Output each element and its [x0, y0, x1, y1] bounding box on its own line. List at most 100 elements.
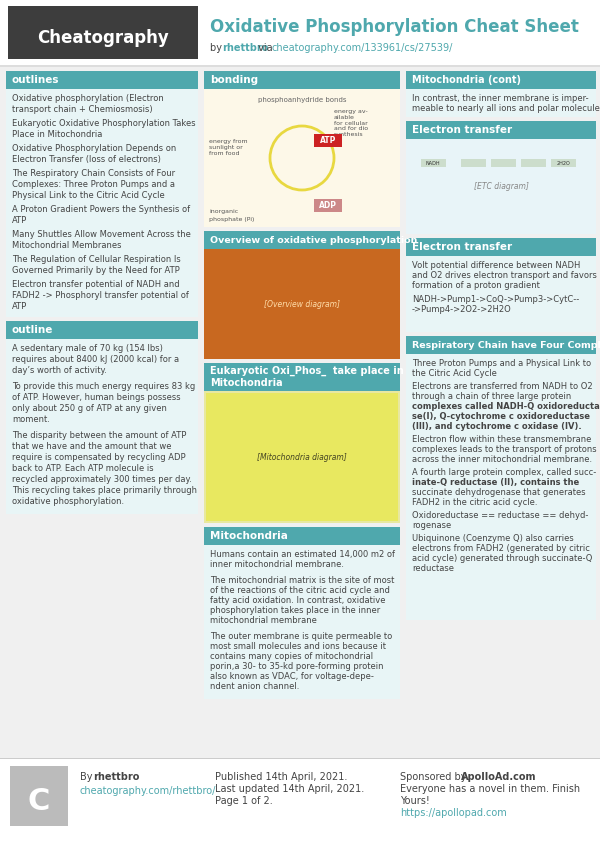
Text: require is compensated by recycling ADP: require is compensated by recycling ADP	[12, 453, 185, 462]
Bar	[10, 766, 68, 826]
Bar	[551, 159, 576, 167]
Text: Page 1 of 2.: Page 1 of 2.	[215, 796, 273, 806]
Text: Mitochondria: Mitochondria	[210, 531, 288, 541]
Text: mitochondrial membrane: mitochondrial membrane	[210, 616, 317, 625]
Text: porin,a 30- to 35-kd pore-forming protein: porin,a 30- to 35-kd pore-forming protei…	[210, 662, 383, 671]
Text: acid cycle) generated through succinate-Q: acid cycle) generated through succinate-…	[412, 554, 592, 563]
Text: succinate dehydrogenase that generates: succinate dehydrogenase that generates	[412, 488, 586, 497]
Text: Eukaryotic Oxi_Phos_  take place in
Mitochondria: Eukaryotic Oxi_Phos_ take place in Mitoc…	[210, 366, 404, 388]
Text: Volt potential difference between NADH: Volt potential difference between NADH	[412, 261, 580, 270]
Text: In contrast, the inner membrane is imper-: In contrast, the inner membrane is imper…	[412, 94, 589, 103]
Text: A Proton Gradient Powers the Synthesis of: A Proton Gradient Powers the Synthesis o…	[12, 205, 190, 214]
Bar	[406, 89, 596, 117]
Text: Everyone has a novel in them. Finish: Everyone has a novel in them. Finish	[400, 784, 580, 794]
Text: most small molecules and ions because it: most small molecules and ions because it	[210, 642, 386, 651]
Bar	[406, 121, 596, 139]
Text: across the inner mitochondrial membrane.: across the inner mitochondrial membrane.	[412, 455, 592, 464]
Text: cheatography.com/rhettbro/: cheatography.com/rhettbro/	[80, 786, 217, 796]
Bar	[314, 199, 342, 212]
Text: https://apollopad.com: https://apollopad.com	[400, 808, 507, 818]
Text: Electron transfer: Electron transfer	[412, 125, 512, 135]
Text: through a chain of three large protein: through a chain of three large protein	[412, 392, 571, 401]
Text: inorganic: inorganic	[209, 209, 238, 214]
Text: transport chain + Chemiosmosis): transport chain + Chemiosmosis)	[12, 105, 152, 114]
Bar	[0, 758, 600, 849]
Text: phosphorylation takes place in the inner: phosphorylation takes place in the inner	[210, 606, 380, 615]
Bar	[204, 545, 400, 699]
Text: NADH: NADH	[425, 160, 440, 166]
Text: ATP: ATP	[12, 216, 27, 225]
Text: only about 250 g of ATP at any given: only about 250 g of ATP at any given	[12, 404, 167, 413]
Text: [Overview diagram]: [Overview diagram]	[264, 300, 340, 308]
Text: cheatography.com/133961/cs/27539/: cheatography.com/133961/cs/27539/	[272, 43, 454, 53]
Text: The Regulation of Cellular Respiration Is: The Regulation of Cellular Respiration I…	[12, 255, 181, 264]
Text: The Respiratory Chain Consists of Four: The Respiratory Chain Consists of Four	[12, 169, 175, 178]
Bar	[6, 339, 198, 514]
Text: requires about 8400 kJ (2000 kcal) for a: requires about 8400 kJ (2000 kcal) for a	[12, 355, 179, 364]
Bar	[0, 65, 600, 67]
Text: contains many copies of mitochondrial: contains many copies of mitochondrial	[210, 652, 373, 661]
Text: Electron flow within these transmembrane: Electron flow within these transmembrane	[412, 435, 592, 444]
Text: moment.: moment.	[12, 415, 50, 424]
Text: NADH->Pump1->CoQ->Pump3->CytC--: NADH->Pump1->CoQ->Pump3->CytC--	[412, 295, 579, 304]
Text: Sponsored by: Sponsored by	[400, 772, 470, 782]
Text: [Mitochondria diagram]: [Mitochondria diagram]	[257, 453, 347, 462]
Text: also known as VDAC, for voltage-depe-: also known as VDAC, for voltage-depe-	[210, 672, 374, 681]
Bar	[204, 363, 400, 391]
Text: of ATP. However, human beings possess: of ATP. However, human beings possess	[12, 393, 181, 402]
Text: complexes leads to the transport of protons: complexes leads to the transport of prot…	[412, 445, 596, 454]
Text: Complexes: Three Proton Pumps and a: Complexes: Three Proton Pumps and a	[12, 180, 175, 189]
Bar	[204, 527, 400, 545]
Text: outline: outline	[12, 325, 53, 335]
Text: Governed Primarily by the Need for ATP: Governed Primarily by the Need for ATP	[12, 266, 180, 275]
Text: recycled approximately 300 times per day.: recycled approximately 300 times per day…	[12, 475, 192, 484]
Text: Yours!: Yours!	[400, 796, 430, 806]
Text: oxidative phosphorylation.: oxidative phosphorylation.	[12, 497, 124, 506]
Text: Respiratory Chain have Four Complexes: Respiratory Chain have Four Complexes	[412, 340, 600, 350]
Bar	[406, 256, 596, 332]
Text: ADP: ADP	[319, 200, 337, 210]
Text: To provide this much energy requires 83 kg: To provide this much energy requires 83 …	[12, 382, 195, 391]
Text: complexes called NADH-Q oxidoreducta-: complexes called NADH-Q oxidoreducta-	[412, 402, 600, 411]
Text: outlines: outlines	[12, 75, 59, 85]
Bar	[6, 71, 198, 89]
Text: The mitochondrial matrix is the site of most: The mitochondrial matrix is the site of …	[210, 576, 394, 585]
Text: of the reactions of the citric acid cycle and: of the reactions of the citric acid cycl…	[210, 586, 390, 595]
Text: Electron transfer potential of NADH and: Electron transfer potential of NADH and	[12, 280, 179, 289]
Text: ATP: ATP	[320, 136, 336, 144]
Text: Many Shuttles Allow Movement Across the: Many Shuttles Allow Movement Across the	[12, 230, 191, 239]
Bar	[406, 238, 596, 256]
Text: C: C	[28, 786, 50, 816]
Text: Oxidative Phosphorylation Depends on: Oxidative Phosphorylation Depends on	[12, 144, 176, 153]
Bar	[204, 249, 400, 359]
Text: Physical Link to the Citric Acid Cycle: Physical Link to the Citric Acid Cycle	[12, 191, 165, 200]
Text: Oxidative Phosphorylation Cheat Sheet: Oxidative Phosphorylation Cheat Sheet	[210, 18, 579, 36]
Text: Last updated 14th April, 2021.: Last updated 14th April, 2021.	[215, 784, 364, 794]
Text: rhettbro: rhettbro	[222, 43, 268, 53]
Text: 2H2O: 2H2O	[556, 160, 570, 166]
Text: ->Pump4->2O2->2H2O: ->Pump4->2O2->2H2O	[412, 305, 512, 314]
Text: that we have and the amount that we: that we have and the amount that we	[12, 442, 172, 451]
Bar	[406, 336, 596, 354]
Bar	[204, 391, 400, 523]
Bar	[491, 159, 516, 167]
Bar	[8, 6, 198, 59]
Bar	[406, 139, 596, 234]
Text: Electron Transfer (loss of electrons): Electron Transfer (loss of electrons)	[12, 155, 161, 164]
Text: Published 14th April, 2021.: Published 14th April, 2021.	[215, 772, 347, 782]
Text: the Citric Acid Cycle: the Citric Acid Cycle	[412, 369, 497, 378]
Text: bonding: bonding	[210, 75, 258, 85]
Text: FADH2 in the citric acid cycle.: FADH2 in the citric acid cycle.	[412, 498, 538, 507]
Bar	[0, 0, 600, 65]
Text: formation of a proton gradient: formation of a proton gradient	[412, 281, 540, 290]
Text: ndent anion channel.: ndent anion channel.	[210, 682, 299, 691]
Text: Ubiquinone (Coenzyme Q) also carries: Ubiquinone (Coenzyme Q) also carries	[412, 534, 574, 543]
Text: energy from
sunlight or
from food: energy from sunlight or from food	[209, 139, 248, 155]
Bar	[406, 354, 596, 620]
Bar	[0, 758, 600, 759]
Bar	[204, 231, 400, 249]
Text: A fourth large protein complex, called succ-: A fourth large protein complex, called s…	[412, 468, 596, 477]
Text: A sedentary male of 70 kg (154 lbs): A sedentary male of 70 kg (154 lbs)	[12, 344, 163, 353]
Text: inate-Q reductase (II), contains the: inate-Q reductase (II), contains the	[412, 478, 579, 487]
Text: The disparity between the amount of ATP: The disparity between the amount of ATP	[12, 431, 187, 440]
